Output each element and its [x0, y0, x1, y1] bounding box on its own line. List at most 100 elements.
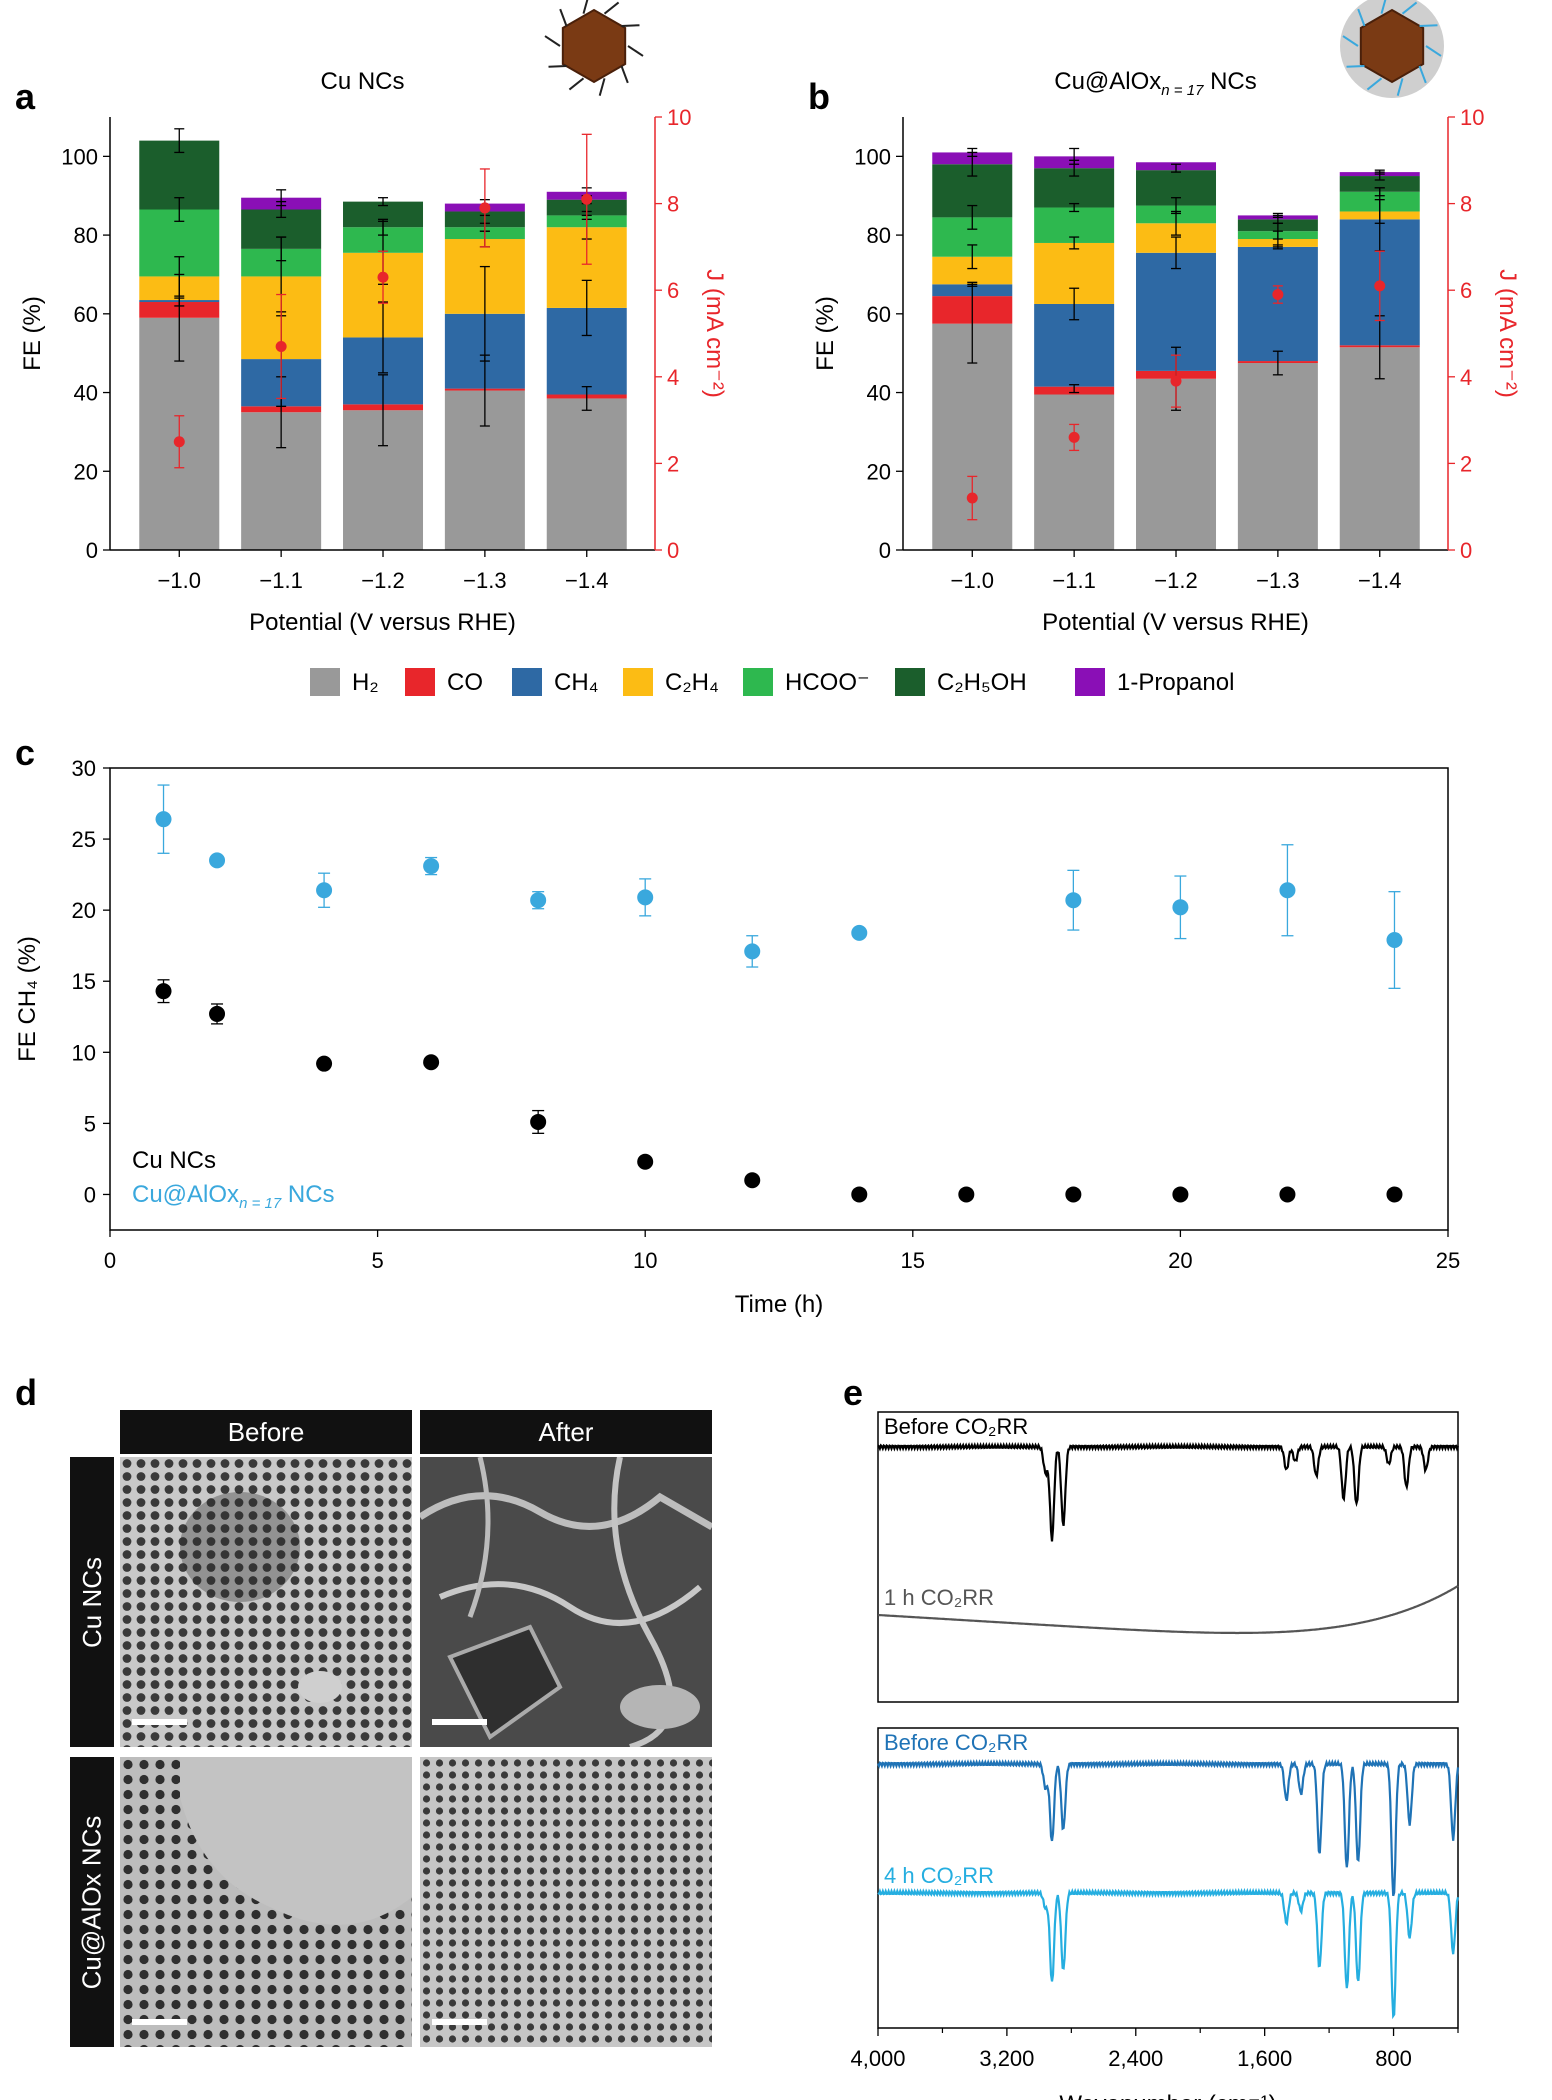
ligand-icon	[1401, 1, 1418, 15]
legend-swatch-c2h5oh	[895, 668, 925, 696]
scatter-point-cu	[209, 1005, 226, 1022]
current-density-point	[275, 340, 287, 352]
scatter-point-alox	[316, 882, 333, 899]
nanocrystal-icon	[561, 8, 627, 84]
y-tick-label: 0	[879, 538, 891, 563]
y2-tick-label: 2	[667, 451, 679, 476]
panel-e: e 4,000 3,200 2,400 1,600 800 Wavenumber (cm⁻¹…	[843, 1372, 1460, 2100]
x-tick-label: −1.2	[1154, 568, 1197, 593]
y2-tick-label: 10	[667, 105, 691, 130]
scatter-point-alox	[637, 889, 654, 906]
x-tick-label: 2,400	[1108, 2046, 1163, 2071]
ftir-spectrum-line	[877, 1441, 1460, 1542]
ligand-icon	[1419, 24, 1438, 28]
ftir-spectrum-label: Before CO₂RR	[884, 1414, 1028, 1439]
bar-segment-ch4	[1237, 246, 1318, 362]
scatter-point-cu	[423, 1054, 440, 1071]
panel-letter: c	[15, 732, 35, 773]
legend-label-h2: H₂	[352, 669, 379, 696]
scatter-point-cu	[1172, 1186, 1189, 1203]
x-tick-label: −1.1	[259, 568, 302, 593]
ligand-icon	[559, 8, 568, 27]
y2-tick-label: 8	[1460, 192, 1472, 217]
x-tick-label: −1.4	[1358, 568, 1401, 593]
y-tick-label: 80	[74, 223, 98, 248]
legend-label-ch4: CH₄	[554, 669, 598, 696]
y-tick-label: 5	[84, 1111, 96, 1136]
tem-cu-before-texture	[120, 1457, 412, 1747]
scatter-point-alox	[1279, 882, 1296, 899]
ftir-spectrum-line	[877, 1887, 1460, 2020]
product-legend: H₂ CO CH₄ C₂H₄ HCOO⁻ C₂H₅OH 1-Propanol	[310, 668, 1234, 696]
tem-alox-before-image	[120, 1757, 412, 2047]
current-density-point	[173, 436, 185, 448]
y2-tick-label: 6	[1460, 278, 1472, 303]
y-tick-label: 0	[84, 1182, 96, 1207]
bar-segment-h2	[1339, 347, 1420, 550]
plot-frame	[109, 767, 1449, 1231]
y2-tick-label: 10	[1460, 105, 1484, 130]
y2-tick-label: 2	[1460, 451, 1472, 476]
y-tick-label: 60	[74, 302, 98, 327]
scatter-point-alox	[423, 858, 440, 875]
scatter-point-cu	[851, 1186, 868, 1203]
tem-row-cu-label: Cu NCs	[76, 1556, 107, 1648]
legend-swatch-ch4	[512, 668, 542, 696]
ligand-icon	[1342, 35, 1359, 47]
ligand-icon	[544, 35, 561, 47]
tem-row-cu: Cu NCs	[70, 1457, 114, 1747]
scatter-point-cu	[1279, 1186, 1296, 1203]
scale-bar	[432, 2019, 487, 2025]
scale-bar	[132, 1719, 187, 1725]
scatter-point-alox	[209, 852, 226, 869]
ligand-icon	[627, 45, 644, 57]
current-density-point	[1272, 289, 1284, 301]
scatter-point-alox	[1386, 932, 1403, 949]
y2-tick-label: 4	[667, 365, 679, 390]
panel-d-letter: d	[15, 1372, 37, 1413]
current-density-point	[377, 271, 389, 283]
panel-letter: e	[843, 1372, 863, 1413]
y-tick-label: 15	[72, 969, 96, 994]
scatter-point-alox	[155, 811, 172, 828]
ligand-icon	[1425, 45, 1442, 57]
y2-tick-label: 4	[1460, 365, 1472, 390]
current-density-point	[966, 492, 978, 504]
current-density-point	[1374, 280, 1386, 292]
ligand-icon	[1357, 8, 1366, 27]
y-tick-label: 0	[86, 538, 98, 563]
panel-b: b 0 20 40 60 80 100 −1.0 −1.1 −1.2 −1.3 −1.4 0 2 4 6 8 10…	[808, 0, 1521, 636]
bar-segment-h2	[546, 398, 627, 550]
x-tick-label: 10	[633, 1248, 657, 1273]
x-tick-label: 15	[901, 1248, 925, 1273]
ligand-icon	[1396, 78, 1404, 96]
x-tick-label: 0	[104, 1248, 116, 1273]
y-tick-label: 30	[72, 756, 96, 781]
ligand-icon	[1380, 0, 1387, 14]
legend-label-c2h4: C₂H₄	[665, 669, 719, 696]
scale-bar	[132, 2019, 187, 2025]
ligand-icon	[1418, 65, 1427, 84]
scatter-point-cu	[637, 1153, 654, 1170]
current-density-point	[1068, 431, 1080, 443]
tem-col-after: After	[420, 1410, 712, 1454]
x-tick-label: −1.2	[361, 568, 404, 593]
x-tick-label: 5	[371, 1248, 383, 1273]
x-axis-label: Potential (V versus RHE)	[1042, 609, 1309, 636]
y-tick-label: 20	[867, 459, 891, 484]
x-tick-label: 800	[1375, 2046, 1412, 2071]
ftir-spectrum-line	[876, 1758, 1460, 1897]
panel-a: a 0 20 40 60 80 100 −1.0 −1.1 −1.2 −1.3 −1.4 0 2 4 6 8 10…	[15, 0, 728, 636]
y-axis-label: FE (%)	[19, 296, 46, 371]
legend-swatch-h2	[310, 668, 340, 696]
tem-alox-after-texture	[420, 1757, 712, 2047]
legend-label-co: CO	[447, 669, 483, 696]
y-tick-label: 80	[867, 223, 891, 248]
current-density-point	[1170, 375, 1182, 387]
y2-axis-label: J (mA cm⁻²)	[701, 269, 728, 398]
ftir-spectrum-label: 1 h CO₂RR	[884, 1585, 994, 1610]
x-tick-label: 1,600	[1237, 2046, 1292, 2071]
legend-label-hcoo: HCOO⁻	[785, 669, 870, 696]
tem-row-alox: Cu@AlOx NCs	[70, 1757, 114, 2047]
